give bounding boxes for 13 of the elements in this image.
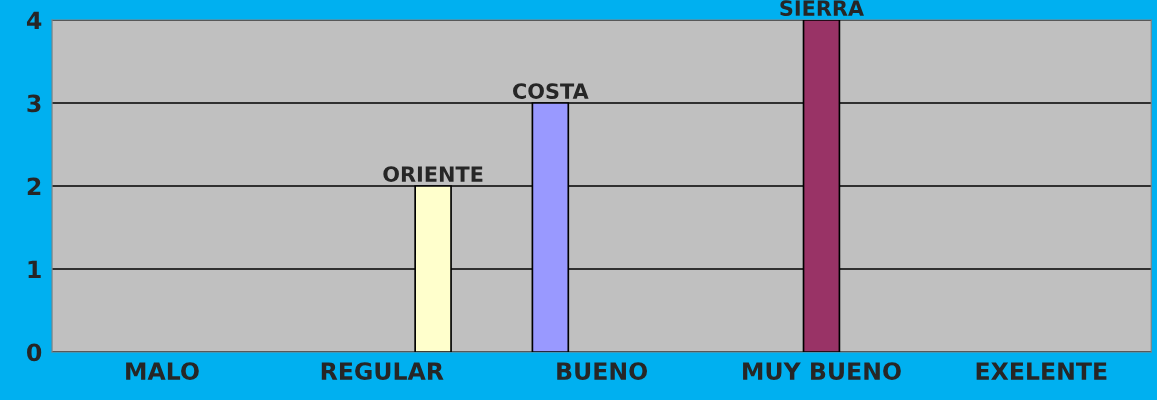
x-tick-label: REGULAR	[321, 362, 444, 380]
x-tick-label: BUENO	[557, 362, 648, 380]
x-tick-label: EXELENTE	[976, 362, 1107, 380]
y-tick-label: 3	[27, 94, 41, 113]
series-label: SIERRA	[780, 0, 864, 16]
y-tick-label: 4	[26, 11, 42, 29]
x-tick-label: MUY BUENO	[743, 362, 901, 380]
x-tick-label: MALO	[126, 362, 199, 380]
series-label: COSTA	[513, 83, 589, 99]
y-tick-label: 0	[27, 343, 42, 362]
y-tick-label: 1	[28, 260, 41, 278]
series-label: ORIENTE	[383, 166, 483, 182]
y-tick-label: 2	[27, 177, 41, 195]
